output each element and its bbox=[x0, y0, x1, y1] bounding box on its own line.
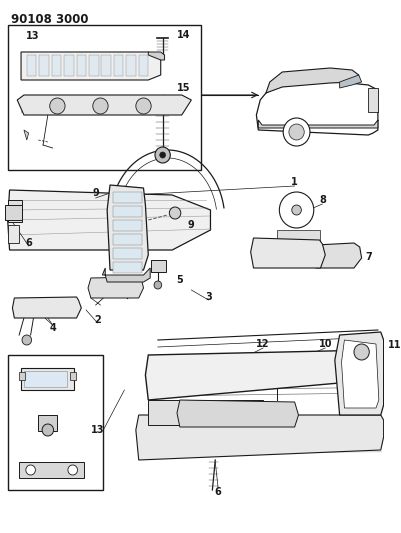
Text: 9: 9 bbox=[188, 220, 195, 230]
Polygon shape bbox=[146, 350, 381, 400]
Bar bbox=[114, 55, 124, 76]
Text: 10: 10 bbox=[318, 339, 332, 349]
Text: 8: 8 bbox=[319, 195, 326, 205]
Text: 2: 2 bbox=[94, 315, 101, 325]
Circle shape bbox=[154, 281, 162, 289]
Bar bbox=[113, 262, 142, 273]
Polygon shape bbox=[8, 190, 211, 250]
Polygon shape bbox=[17, 95, 191, 115]
Bar bbox=[19, 372, 25, 380]
Bar bbox=[8, 200, 22, 222]
Bar bbox=[113, 220, 142, 231]
Bar bbox=[38, 415, 57, 431]
Bar bbox=[113, 206, 142, 217]
Circle shape bbox=[68, 465, 77, 475]
Text: 5: 5 bbox=[176, 275, 183, 285]
Polygon shape bbox=[258, 120, 378, 128]
Text: 15: 15 bbox=[177, 83, 190, 93]
Text: 14: 14 bbox=[177, 30, 190, 40]
Polygon shape bbox=[266, 68, 359, 93]
Text: 13: 13 bbox=[26, 31, 39, 41]
Bar bbox=[368, 88, 378, 112]
Polygon shape bbox=[335, 332, 384, 415]
Polygon shape bbox=[177, 400, 298, 427]
Circle shape bbox=[22, 335, 32, 345]
Polygon shape bbox=[148, 52, 164, 60]
Polygon shape bbox=[342, 340, 379, 408]
Bar bbox=[39, 55, 49, 76]
Bar bbox=[5, 205, 22, 220]
Text: 6: 6 bbox=[215, 487, 221, 497]
Bar bbox=[113, 234, 142, 245]
Circle shape bbox=[169, 207, 181, 219]
Bar bbox=[70, 372, 75, 380]
Bar bbox=[8, 225, 19, 243]
Polygon shape bbox=[24, 130, 29, 140]
Text: 12: 12 bbox=[256, 339, 270, 349]
Polygon shape bbox=[136, 415, 384, 460]
Text: 3: 3 bbox=[205, 292, 212, 302]
Bar bbox=[277, 230, 320, 242]
Bar bbox=[148, 400, 263, 425]
Bar bbox=[126, 55, 136, 76]
Text: 9: 9 bbox=[92, 188, 99, 198]
Bar bbox=[19, 462, 84, 478]
Circle shape bbox=[26, 465, 35, 475]
Bar bbox=[52, 55, 61, 76]
Bar bbox=[64, 55, 74, 76]
Circle shape bbox=[50, 98, 65, 114]
Polygon shape bbox=[256, 82, 378, 135]
Circle shape bbox=[93, 98, 108, 114]
Bar bbox=[77, 55, 86, 76]
Polygon shape bbox=[102, 268, 150, 282]
Polygon shape bbox=[340, 75, 362, 88]
Bar bbox=[21, 368, 74, 390]
Circle shape bbox=[42, 424, 54, 436]
Circle shape bbox=[160, 152, 166, 158]
Circle shape bbox=[279, 192, 314, 228]
Text: 7: 7 bbox=[365, 252, 372, 262]
Bar bbox=[139, 55, 148, 76]
Circle shape bbox=[354, 344, 369, 360]
Bar bbox=[27, 55, 36, 76]
Text: 6: 6 bbox=[25, 238, 32, 248]
Polygon shape bbox=[314, 243, 362, 268]
Bar bbox=[89, 55, 99, 76]
Polygon shape bbox=[107, 185, 148, 270]
Circle shape bbox=[136, 98, 151, 114]
Bar bbox=[8, 25, 201, 170]
Text: 90108 3000: 90108 3000 bbox=[12, 13, 89, 26]
Polygon shape bbox=[12, 297, 81, 318]
Bar bbox=[101, 55, 111, 76]
Circle shape bbox=[292, 205, 301, 215]
Circle shape bbox=[283, 118, 310, 146]
Bar bbox=[113, 248, 142, 259]
Circle shape bbox=[289, 124, 304, 140]
Circle shape bbox=[155, 147, 170, 163]
Polygon shape bbox=[88, 277, 144, 298]
Polygon shape bbox=[251, 238, 325, 268]
Text: 1: 1 bbox=[291, 177, 298, 187]
Text: 11: 11 bbox=[389, 340, 401, 350]
Bar bbox=[24, 371, 67, 387]
Text: 4: 4 bbox=[49, 323, 56, 333]
Text: 13: 13 bbox=[91, 425, 104, 435]
Bar bbox=[151, 260, 166, 272]
Bar bbox=[113, 192, 142, 203]
Bar bbox=[8, 355, 103, 490]
Polygon shape bbox=[21, 52, 161, 80]
